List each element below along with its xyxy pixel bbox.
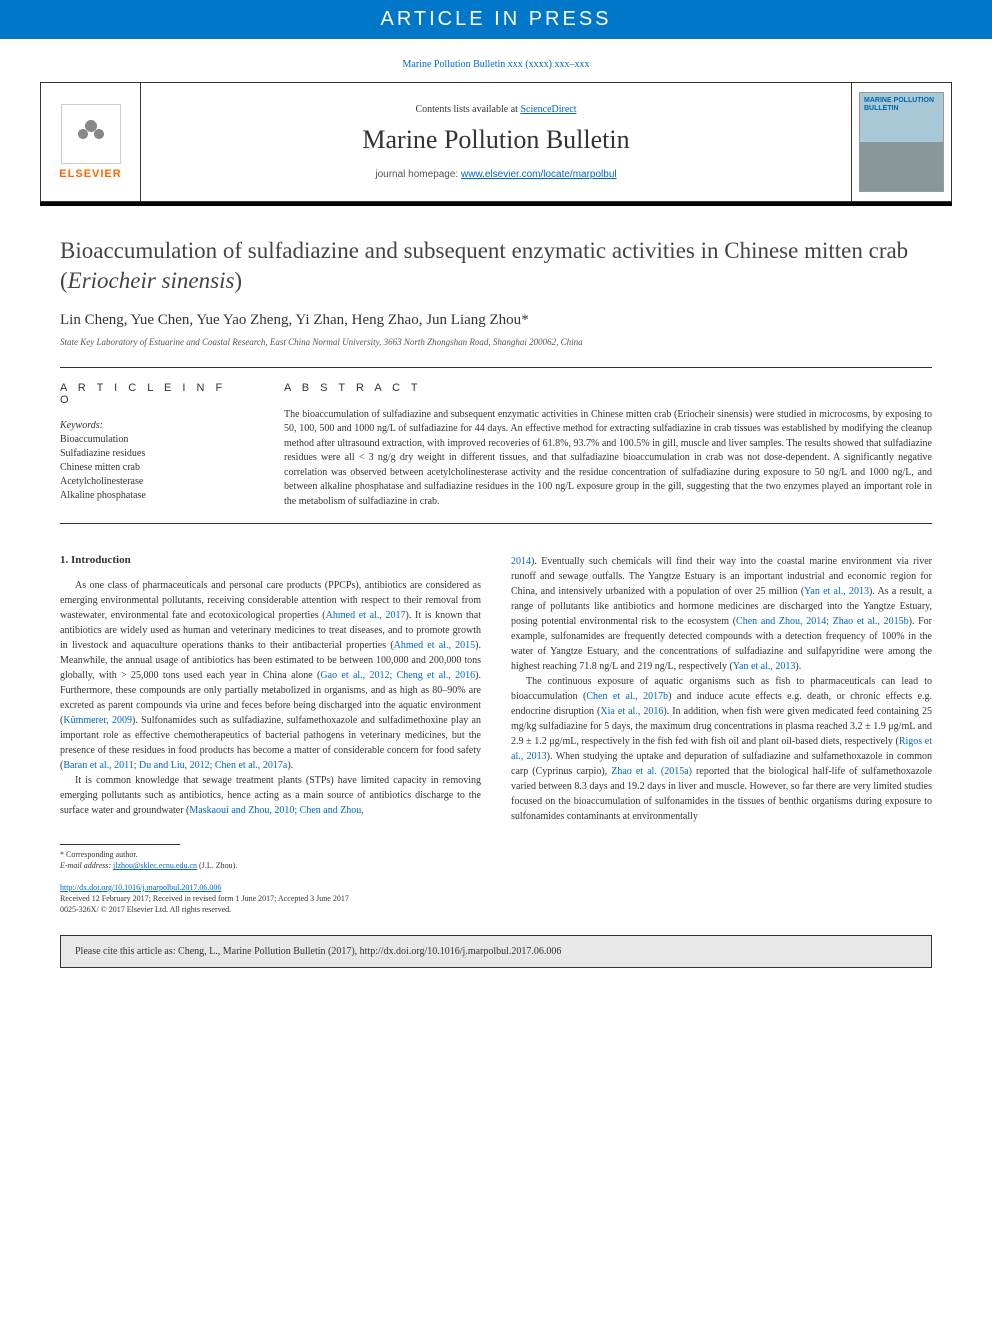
- cite-this-article-box: Please cite this article as: Cheng, L., …: [60, 935, 932, 968]
- copyright: 0025-326X/ © 2017 Elsevier Ltd. All righ…: [60, 904, 932, 915]
- keyword: Alkaline phosphatase: [60, 489, 236, 503]
- citation-link[interactable]: Yan et al., 2013: [733, 661, 796, 672]
- top-citation: Marine Pollution Bulletin xxx (xxxx) xxx…: [0, 59, 992, 70]
- corresponding-author-note: * Corresponding author.: [60, 849, 932, 860]
- citation-link[interactable]: Baran et al., 2011; Du and Liu, 2012; Ch…: [63, 760, 287, 771]
- authors-text: Lin Cheng, Yue Chen, Yue Yao Zheng, Yi Z…: [60, 312, 521, 328]
- homepage-prefix: journal homepage:: [375, 169, 461, 180]
- email-suffix: (J.L. Zhou).: [197, 861, 237, 870]
- text-run: ).: [287, 760, 293, 771]
- article-info-heading: A R T I C L E I N F O: [60, 382, 236, 406]
- title-text: Bioaccumulation of sulfadiazine and subs…: [60, 238, 908, 293]
- cover-image: MARINE POLLUTION BULLETIN: [859, 92, 944, 192]
- right-column: 2014). Eventually such chemicals will fi…: [511, 554, 932, 824]
- intro-heading: 1. Introduction: [60, 554, 481, 566]
- citation-link[interactable]: 2014: [511, 556, 531, 567]
- doi-block: http://dx.doi.org/10.1016/j.marpolbul.20…: [0, 872, 992, 926]
- left-column: 1. Introduction As one class of pharmace…: [60, 554, 481, 824]
- footnotes: * Corresponding author. E-mail address: …: [0, 849, 992, 871]
- keyword: Chinese mitten crab: [60, 461, 236, 475]
- citation-link[interactable]: Gao et al., 2012; Cheng et al., 2016: [320, 670, 475, 681]
- body-paragraph: As one class of pharmaceuticals and pers…: [60, 578, 481, 773]
- citation-link[interactable]: Maskaoui and Zhou, 2010; Chen and Zhou,: [189, 805, 363, 816]
- author-list: Lin Cheng, Yue Chen, Yue Yao Zheng, Yi Z…: [60, 312, 932, 329]
- keyword: Bioaccumulation: [60, 433, 236, 447]
- contents-prefix: Contents lists available at: [415, 104, 520, 115]
- article-info: A R T I C L E I N F O Keywords: Bioaccum…: [60, 382, 260, 510]
- citation-link[interactable]: Yan et al., 2013: [804, 586, 869, 597]
- abstract-section: A B S T R A C T The bioaccumulation of s…: [260, 382, 932, 510]
- body-columns: 1. Introduction As one class of pharmace…: [60, 554, 932, 824]
- body-paragraph: The continuous exposure of aquatic organ…: [511, 674, 932, 824]
- article-in-press-banner: ARTICLE IN PRESS: [0, 0, 992, 39]
- journal-name: Marine Pollution Bulletin: [153, 125, 839, 155]
- elsevier-tree-icon: [61, 104, 121, 164]
- body-paragraph: It is common knowledge that sewage treat…: [60, 773, 481, 818]
- journal-header: ELSEVIER Contents lists available at Sci…: [40, 82, 952, 202]
- keywords-label: Keywords:: [60, 420, 236, 431]
- abstract-heading: A B S T R A C T: [284, 382, 932, 394]
- citation-link[interactable]: Zhao et al. (2015a): [611, 766, 692, 777]
- citation-link[interactable]: Xia et al., 2016: [600, 706, 663, 717]
- article-title: Bioaccumulation of sulfadiazine and subs…: [60, 236, 932, 296]
- footnote-divider: [60, 844, 180, 845]
- email-label: E-mail address:: [60, 861, 113, 870]
- contents-available: Contents lists available at ScienceDirec…: [153, 104, 839, 115]
- body-paragraph: 2014). Eventually such chemicals will fi…: [511, 554, 932, 674]
- keyword: Sulfadiazine residues: [60, 447, 236, 461]
- cover-title: MARINE POLLUTION BULLETIN: [860, 93, 943, 116]
- keyword: Acetylcholinesterase: [60, 475, 236, 489]
- sciencedirect-link[interactable]: ScienceDirect: [520, 104, 576, 115]
- homepage-line: journal homepage: www.elsevier.com/locat…: [153, 169, 839, 180]
- divider-bottom: [60, 523, 932, 524]
- received-dates: Received 12 February 2017; Received in r…: [60, 893, 932, 904]
- citation-link[interactable]: Ahmed et al., 2017: [326, 610, 406, 621]
- email-link[interactable]: jlzhou@sklec.ecnu.edu.cn: [113, 861, 197, 870]
- citation-link[interactable]: Chen et al., 2017b: [586, 691, 668, 702]
- citation-link[interactable]: Ahmed et al., 2015: [394, 640, 476, 651]
- email-line: E-mail address: jlzhou@sklec.ecnu.edu.cn…: [60, 860, 932, 871]
- affiliation: State Key Laboratory of Estuarine and Co…: [60, 337, 932, 347]
- citation-link[interactable]: Chen and Zhou, 2014; Zhao et al., 2015b: [736, 616, 909, 627]
- elsevier-text: ELSEVIER: [59, 168, 121, 180]
- corresponding-mark: *: [521, 312, 529, 328]
- text-run: ).: [795, 661, 801, 672]
- header-underline: [40, 202, 952, 206]
- homepage-link[interactable]: www.elsevier.com/locate/marpolbul: [461, 169, 617, 180]
- abstract-text: The bioaccumulation of sulfadiazine and …: [284, 408, 932, 510]
- header-center: Contents lists available at ScienceDirec…: [141, 83, 851, 201]
- elsevier-logo: ELSEVIER: [41, 83, 141, 201]
- citation-link[interactable]: Kümmerer, 2009: [63, 715, 132, 726]
- doi-link[interactable]: http://dx.doi.org/10.1016/j.marpolbul.20…: [60, 883, 221, 892]
- info-abstract-row: A R T I C L E I N F O Keywords: Bioaccum…: [60, 368, 932, 524]
- journal-cover: MARINE POLLUTION BULLETIN: [851, 83, 951, 201]
